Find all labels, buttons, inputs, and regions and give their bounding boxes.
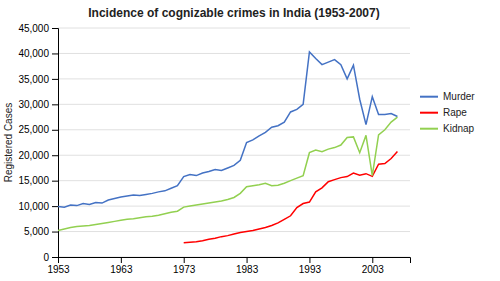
tick-mark	[184, 257, 185, 263]
tick-label: 2003	[362, 264, 385, 275]
legend-label: Kidnap	[443, 123, 475, 134]
legend-label: Murder	[443, 91, 475, 102]
tick-mark	[52, 206, 58, 207]
tick-mark	[52, 130, 58, 131]
legend-swatch	[420, 112, 438, 114]
x-axis: 1953 1963 1973 1983 1993 2003	[47, 257, 410, 275]
tick: 15,000	[18, 175, 58, 186]
tick: 1993	[299, 257, 322, 275]
tick-label: 15,000	[18, 175, 49, 186]
tick: 2003	[362, 257, 385, 275]
tick-label: 20,000	[18, 150, 49, 161]
series-group	[58, 52, 397, 243]
tick: 1983	[236, 257, 259, 275]
series-line	[184, 151, 398, 242]
tick: 40,000	[18, 48, 58, 59]
tick-mark	[52, 104, 58, 105]
legend: Murder Rape Kidnap	[420, 91, 475, 134]
grid-line	[58, 104, 410, 105]
tick-label: 35,000	[18, 74, 49, 85]
tick: 5,000	[24, 226, 58, 237]
legend-swatch	[420, 96, 438, 98]
tick-label: 1973	[173, 264, 196, 275]
tick: 1953	[47, 257, 70, 275]
grid-line	[58, 206, 410, 207]
legend-item: Rape	[420, 107, 467, 118]
tick-label: 1983	[236, 264, 259, 275]
tick: 1973	[173, 257, 196, 275]
legend-label: Rape	[443, 107, 467, 118]
tick-mark	[52, 79, 58, 80]
axis-line	[59, 258, 411, 264]
tick: 10,000	[18, 201, 58, 212]
grid-line	[58, 231, 410, 232]
tick: 35,000	[18, 74, 58, 85]
tick-mark	[52, 155, 58, 156]
tick-label: 0	[43, 252, 49, 263]
axis-line	[52, 29, 59, 258]
tick-mark	[247, 257, 248, 263]
legend-swatch	[420, 128, 438, 130]
grid-line	[58, 28, 410, 29]
tick: 0	[43, 252, 58, 263]
grid-line	[58, 180, 410, 181]
plot-area: 1953 1963 1973 1983 1993 2003 0 5,000 10,000 15,0…	[18, 23, 410, 275]
grid-line	[58, 155, 410, 156]
legend-item: Murder	[420, 91, 475, 102]
tick-mark	[309, 257, 310, 263]
tick: 45,000	[18, 23, 58, 34]
legend-item: Kidnap	[420, 123, 475, 134]
tick-mark	[52, 53, 58, 54]
tick-label: 30,000	[18, 99, 49, 110]
grid-line	[58, 129, 410, 130]
y-axis-title: Registered Cases	[3, 103, 14, 182]
tick-mark	[52, 28, 58, 29]
tick-label: 25,000	[18, 124, 49, 135]
tick-label: 10,000	[18, 201, 49, 212]
tick-label: 5,000	[24, 226, 49, 237]
tick-mark	[52, 181, 58, 182]
tick-label: 1953	[47, 264, 70, 275]
y-axis: 0 5,000 10,000 15,000 20,000 25,000 30,000 35,0…	[18, 23, 58, 263]
chart: 1953 1963 1973 1983 1993 2003 0 5,000 10,000 15,0…	[0, 0, 500, 281]
tick-label: 45,000	[18, 23, 49, 34]
series-line	[58, 52, 397, 207]
tick: 1963	[110, 257, 133, 275]
tick-label: 1993	[299, 264, 322, 275]
tick-mark	[121, 257, 122, 263]
tick-label: 40,000	[18, 48, 49, 59]
tick: 20,000	[18, 150, 58, 161]
tick-mark	[372, 257, 373, 263]
tick: 30,000	[18, 99, 58, 110]
tick-mark	[52, 257, 58, 258]
grid-line	[58, 78, 410, 79]
grid	[58, 28, 410, 257]
tick-label: 1963	[110, 264, 133, 275]
grid-line	[58, 53, 410, 54]
tick-mark	[52, 232, 58, 233]
title: Incidence of cognizable crimes in India …	[88, 6, 379, 20]
tick: 25,000	[18, 124, 58, 135]
series-line	[58, 117, 397, 230]
